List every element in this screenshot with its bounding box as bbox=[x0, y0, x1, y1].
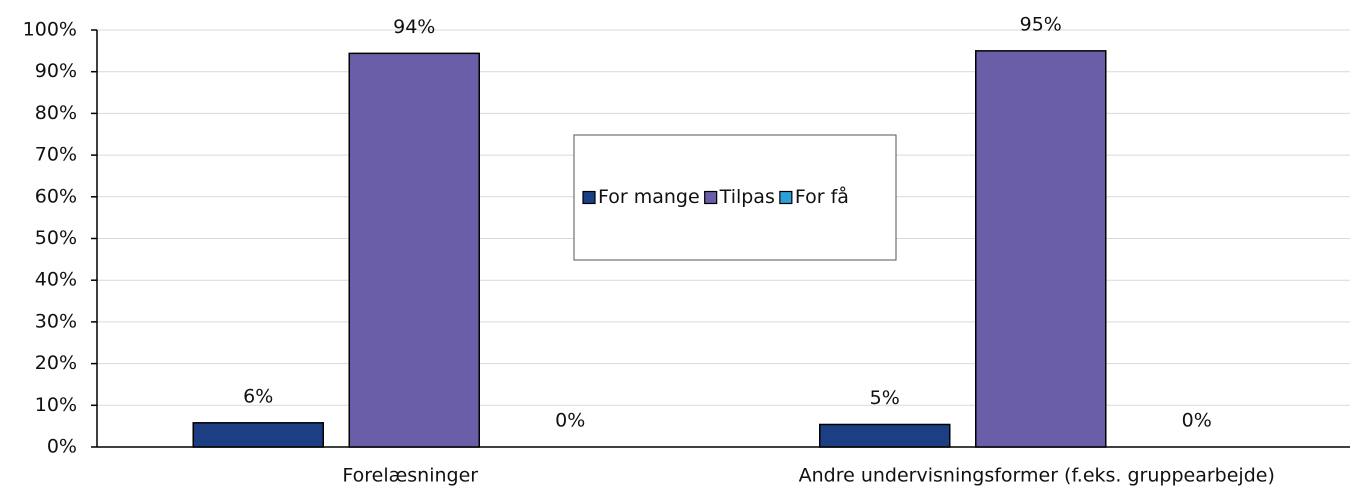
y-tick-label: 60% bbox=[35, 185, 77, 207]
y-tick-label: 90% bbox=[35, 60, 77, 82]
y-tick-label: 100% bbox=[23, 19, 77, 41]
legend-box bbox=[573, 134, 897, 261]
y-tick-label: 50% bbox=[35, 227, 77, 249]
y-tick-label: 40% bbox=[35, 269, 77, 291]
legend-label: For få bbox=[795, 185, 849, 208]
value-label: 6% bbox=[243, 385, 273, 407]
y-tick-label: 70% bbox=[35, 144, 77, 166]
value-label: 95% bbox=[1020, 13, 1062, 35]
bar bbox=[819, 423, 951, 448]
bar bbox=[975, 50, 1107, 448]
value-label: 0% bbox=[1182, 410, 1212, 432]
legend-marker bbox=[582, 190, 596, 205]
legend-label: For mange bbox=[598, 186, 700, 208]
y-tick-label: 30% bbox=[35, 310, 77, 332]
y-tick-label: 10% bbox=[35, 394, 77, 416]
bar bbox=[348, 52, 480, 448]
value-label: 0% bbox=[555, 410, 585, 432]
value-label: 5% bbox=[870, 387, 900, 409]
x-tick-label: Andre undervisningsformer (f.eks. gruppe… bbox=[799, 465, 1275, 487]
bar bbox=[192, 422, 324, 448]
legend-marker bbox=[704, 190, 718, 205]
y-tick-label: 80% bbox=[35, 102, 77, 124]
legend-label: Tilpas bbox=[719, 186, 775, 208]
legend-marker bbox=[779, 190, 793, 205]
x-tick-label: Forelæsninger bbox=[342, 465, 478, 487]
y-tick-label: 20% bbox=[35, 352, 77, 374]
value-label: 94% bbox=[393, 16, 435, 38]
y-tick-label: 0% bbox=[47, 436, 77, 458]
